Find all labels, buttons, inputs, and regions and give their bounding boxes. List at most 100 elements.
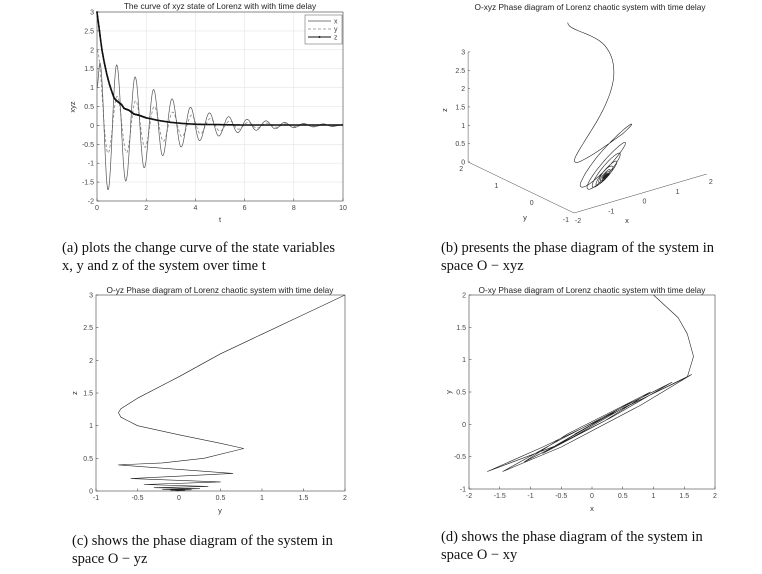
- caption-d: (d) shows the phase diagram of the syste…: [441, 528, 703, 564]
- y-tick-label: 0: [90, 123, 94, 130]
- y-tick-label: 2: [89, 358, 93, 365]
- x-tick-label: 0.5: [618, 493, 628, 500]
- trajectory-line: [487, 294, 694, 472]
- x-tick-label: -0.5: [555, 493, 567, 500]
- y-tick-label: 1.5: [83, 391, 93, 398]
- caption-line: (b) presents the phase diagram of the sy…: [441, 240, 715, 256]
- z-marker: [97, 25, 100, 28]
- y-tick-label: 2: [462, 293, 466, 300]
- x-tick-label: 0: [95, 205, 99, 212]
- legend-box: [304, 14, 343, 45]
- y-tick-label: -2: [88, 199, 94, 206]
- plot-area-frame: [96, 11, 344, 202]
- caption-a: (a) plots the change curve of the state …: [62, 239, 335, 275]
- x-tick-label: 0.5: [216, 495, 226, 502]
- x-tick-label: -1: [527, 493, 533, 500]
- y-tick-label: 2.5: [84, 28, 94, 35]
- z-tick-label: 0.5: [455, 141, 465, 148]
- z-marker: [109, 86, 112, 89]
- z-marker: [110, 88, 113, 91]
- z-marker: [110, 90, 113, 93]
- legend-marker-z: [318, 36, 321, 38]
- z-tick-label: 2: [461, 86, 465, 93]
- y-tick-label: 3: [89, 293, 93, 300]
- y-tick-label: -1: [460, 487, 466, 494]
- z-marker: [112, 93, 114, 96]
- x-tick-label: 2: [343, 495, 347, 502]
- y-tick-label: 1: [494, 183, 498, 190]
- y-axis-line: [467, 161, 575, 214]
- x-tick-label: 4: [193, 205, 197, 212]
- chart-title: O-xy Phase diagram of Lorenz chaotic sys…: [479, 285, 707, 295]
- x-tick-label: 1: [652, 493, 656, 500]
- y-tick-label: 0: [462, 422, 466, 429]
- z-marker: [112, 95, 115, 98]
- z-axis-label: z: [440, 108, 449, 112]
- z-marker: [111, 92, 114, 94]
- caption-line: (c) shows the phase diagram of the syste…: [72, 533, 333, 549]
- x-axis-label: y: [218, 506, 222, 515]
- z-tick-label: 2.5: [455, 68, 465, 75]
- x-tick-label: 0: [642, 199, 646, 206]
- x-axis-label: x: [590, 504, 594, 513]
- y-tick-label: 0.5: [456, 390, 466, 397]
- z-marker: [105, 70, 108, 73]
- z-marker: [102, 58, 105, 61]
- y-tick-label: 2.5: [83, 325, 93, 332]
- caption-line: (a) plots the change curve of the state …: [62, 240, 335, 256]
- y-tick-label: 2: [90, 47, 94, 54]
- y-tick-label: 0: [530, 200, 534, 207]
- series-x-line: [96, 62, 343, 191]
- legend-label-x: x: [334, 19, 338, 26]
- caption-line: space O − xyz: [441, 258, 524, 274]
- caption-line: space O − xy: [441, 547, 518, 563]
- y-axis-label: y: [444, 390, 453, 394]
- y-tick-label: 0: [89, 489, 93, 496]
- x-tick-label: 1.5: [679, 493, 689, 500]
- caption-line: space O − yz: [72, 551, 148, 567]
- caption-line: (d) shows the phase diagram of the syste…: [441, 529, 703, 545]
- y-tick-label: -0.5: [82, 142, 94, 149]
- y-tick-label: -1: [88, 161, 94, 168]
- x-tick-label: 2: [709, 179, 713, 186]
- y-tick-label: 0.5: [83, 456, 93, 463]
- panel-d-xy-phase: O-xy Phase diagram of Lorenz chaotic sys…: [444, 285, 717, 513]
- x-axis-label: x: [625, 216, 629, 225]
- y-tick-label: 1: [89, 423, 93, 430]
- plot-area-frame: [95, 294, 346, 492]
- panel-a-time-series: The curve of xyz state of Lorenz with wi…: [68, 1, 347, 224]
- x-tick-label: 8: [292, 205, 296, 212]
- z-marker: [99, 39, 102, 42]
- x-tick-label: 1: [260, 495, 264, 502]
- z-marker: [109, 84, 111, 87]
- x-axis-label: t: [219, 215, 222, 224]
- y-tick-label: 3: [90, 10, 94, 17]
- z-marker: [99, 34, 101, 37]
- legend-label-y: y: [334, 27, 338, 34]
- x-tick-label: 1: [676, 189, 680, 196]
- z-marker: [108, 82, 111, 85]
- z-tick-label: 1.5: [455, 104, 465, 111]
- x-tick-label: -1: [608, 208, 614, 215]
- x-tick-label: 0: [177, 495, 181, 502]
- y-tick-label: -0.5: [454, 454, 466, 461]
- x-tick-label: 6: [243, 205, 247, 212]
- z-marker: [96, 15, 99, 18]
- z-marker: [98, 30, 101, 32]
- x-tick-label: 0: [590, 493, 594, 500]
- z-marker: [103, 62, 106, 64]
- x-tick-label: -1: [93, 495, 99, 502]
- z-tick-label: 3: [461, 49, 465, 56]
- z-marker: [145, 116, 148, 119]
- y-tick-label: 0.5: [84, 104, 94, 111]
- z-marker: [97, 20, 100, 23]
- y-tick-label: 2: [459, 166, 463, 173]
- x-tick-label: -0.5: [131, 495, 143, 502]
- panel-b-3d-phase: O-xyz Phase diagram of Lorenz chaotic sy…: [440, 2, 713, 225]
- y-axis-label: xyz: [68, 101, 77, 113]
- legend-label-z: z: [334, 35, 338, 42]
- trajectory-line: [118, 294, 346, 492]
- y-tick-label: 1: [462, 357, 466, 364]
- y-tick-label: -1.5: [82, 180, 94, 187]
